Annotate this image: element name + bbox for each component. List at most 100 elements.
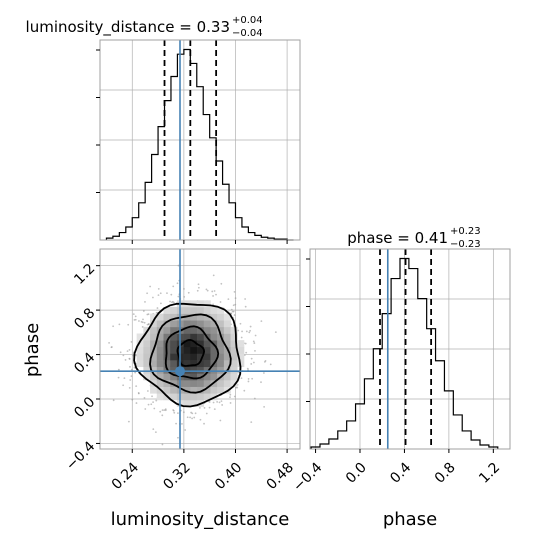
scatter-point bbox=[198, 406, 201, 409]
density-cell bbox=[197, 346, 205, 354]
density-cell bbox=[197, 366, 205, 374]
density-cell bbox=[183, 326, 191, 334]
scatter-point bbox=[250, 363, 253, 365]
hist-ld-series bbox=[105, 48, 294, 241]
scatter-point bbox=[230, 308, 233, 311]
scatter-point bbox=[191, 417, 193, 420]
scatter-point bbox=[213, 408, 216, 411]
scatter-point bbox=[170, 293, 173, 296]
contour-line bbox=[176, 338, 206, 367]
scatter-point bbox=[196, 289, 199, 292]
phase-y-tick-label: 0.8 bbox=[71, 305, 98, 332]
density-cell bbox=[170, 360, 178, 368]
density-cell bbox=[190, 373, 198, 381]
density-cell bbox=[163, 360, 171, 368]
density-cell bbox=[190, 346, 198, 354]
scatter-point bbox=[137, 392, 140, 394]
hist-ph-grid bbox=[310, 249, 510, 449]
scatter-point bbox=[146, 292, 149, 295]
scatter-point bbox=[172, 409, 175, 411]
scatter-point bbox=[227, 298, 230, 301]
ld-x-tick-label: 0.32 bbox=[160, 460, 193, 493]
density-cell bbox=[203, 320, 211, 328]
density-cell bbox=[183, 399, 191, 407]
scatter-point bbox=[184, 429, 187, 431]
scatter-point bbox=[152, 296, 154, 299]
phase-y-tick-label: −0.4 bbox=[63, 438, 98, 473]
scatter-point bbox=[112, 325, 115, 328]
density-cell bbox=[217, 360, 225, 368]
scatter-point bbox=[144, 408, 147, 410]
scatter-point bbox=[128, 348, 131, 351]
contour-line bbox=[164, 325, 220, 380]
density-cell bbox=[210, 333, 218, 341]
scatter-point bbox=[221, 404, 224, 406]
phase-x-tick-label: −0.4 bbox=[290, 460, 325, 495]
hist-ld-title: luminosity_distance = 0.33 bbox=[26, 18, 230, 37]
scatter-point bbox=[220, 282, 223, 285]
density-cell bbox=[163, 306, 171, 314]
scatter-point bbox=[203, 422, 205, 425]
scatter-point bbox=[133, 366, 136, 369]
density-cell bbox=[170, 346, 178, 354]
scatter-point bbox=[235, 386, 237, 389]
scatter-point bbox=[133, 318, 136, 321]
density-cell bbox=[217, 386, 225, 394]
scatter-point bbox=[245, 351, 248, 354]
scatter-point bbox=[118, 323, 121, 326]
scatter-point bbox=[203, 407, 206, 409]
scatter-point bbox=[181, 422, 183, 425]
density-cell bbox=[223, 353, 231, 361]
scatter-point bbox=[244, 342, 247, 345]
density-cell bbox=[163, 326, 171, 334]
phase-histogram-panel: −0.4 0.0 0.4 0.8 1.2 phase = 0.41 +0.23 −0.2… bbox=[290, 226, 511, 530]
density-cell bbox=[183, 340, 191, 348]
scatter-point bbox=[244, 305, 247, 308]
scatter-point bbox=[142, 318, 144, 321]
density-cell bbox=[203, 306, 211, 314]
scatter-point bbox=[213, 290, 216, 292]
scatter-point bbox=[197, 286, 200, 289]
scatter-point bbox=[132, 313, 135, 316]
density-cell bbox=[217, 366, 225, 374]
density-cell bbox=[210, 326, 218, 334]
scatter-point bbox=[129, 365, 131, 368]
scatter-point bbox=[117, 376, 120, 379]
hist-ld-frame bbox=[99, 39, 301, 241]
scatter-point bbox=[161, 409, 164, 412]
scatter-point bbox=[263, 360, 266, 363]
density-cell bbox=[150, 333, 158, 341]
density-cell bbox=[183, 353, 191, 361]
scatter-point bbox=[254, 349, 256, 352]
scatter-point bbox=[240, 336, 243, 339]
scatter-point bbox=[130, 375, 133, 378]
density-cell bbox=[170, 373, 178, 381]
density-cell bbox=[230, 353, 238, 361]
phase-x-tick-label: 0.0 bbox=[343, 460, 370, 487]
scatter-point bbox=[193, 416, 196, 419]
scatter-point bbox=[88, 348, 90, 350]
scatter-point bbox=[177, 264, 180, 267]
density-cell bbox=[143, 353, 151, 361]
density-cell bbox=[197, 320, 205, 328]
density-cell bbox=[197, 333, 205, 341]
density-cell bbox=[170, 393, 178, 401]
hist-ph-title-upper: +0.23 bbox=[450, 226, 481, 237]
scatter-point bbox=[110, 346, 113, 349]
phase-x-tick-label: 0.4 bbox=[387, 460, 414, 487]
density-cell bbox=[230, 373, 238, 381]
scatter-point bbox=[220, 400, 223, 403]
scatter-point bbox=[244, 298, 247, 300]
density-x-ticks: 0.24 0.32 0.40 0.48 bbox=[109, 449, 297, 493]
scatter-point bbox=[205, 412, 208, 415]
scatter-point bbox=[251, 377, 254, 380]
density-cell bbox=[217, 340, 225, 348]
density-cell bbox=[183, 393, 191, 401]
density-cell bbox=[170, 333, 178, 341]
density-cell bbox=[217, 326, 225, 334]
density-cell bbox=[203, 353, 211, 361]
scatter-point bbox=[161, 443, 164, 446]
density-cell bbox=[136, 333, 144, 341]
scatter-point bbox=[219, 419, 222, 422]
